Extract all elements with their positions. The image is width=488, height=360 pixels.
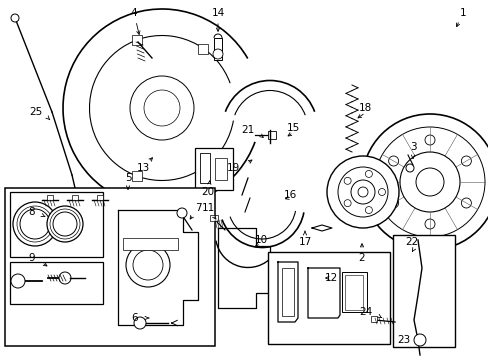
Bar [341, 272, 366, 312]
Bar [200, 153, 209, 183]
Text: 16: 16 [283, 190, 296, 200]
Text: 20: 20 [201, 187, 214, 197]
Text: 2: 2 [358, 253, 365, 263]
Bar [5, 188, 215, 346]
Circle shape [177, 208, 186, 218]
Circle shape [378, 189, 385, 195]
Bar [72, 195, 78, 200]
Bar [198, 162, 208, 172]
Bar [195, 148, 232, 190]
Text: 12: 12 [324, 273, 337, 283]
Circle shape [399, 152, 459, 212]
Circle shape [415, 168, 443, 196]
Text: 7: 7 [194, 203, 201, 213]
Text: 9: 9 [28, 253, 35, 263]
Circle shape [56, 306, 64, 314]
Text: 24: 24 [358, 307, 371, 317]
Circle shape [143, 90, 180, 126]
Text: 6: 6 [131, 313, 138, 323]
Bar [97, 195, 103, 200]
Circle shape [361, 114, 488, 250]
Text: 5: 5 [124, 173, 131, 183]
Bar [132, 171, 142, 181]
Text: 11: 11 [201, 203, 214, 213]
Bar [198, 44, 208, 54]
Circle shape [326, 156, 398, 228]
Text: 15: 15 [286, 123, 299, 133]
Bar [123, 238, 178, 250]
Circle shape [20, 209, 50, 239]
Bar [10, 262, 103, 304]
Text: 3: 3 [409, 142, 415, 152]
Bar [267, 252, 389, 344]
Circle shape [11, 14, 19, 22]
Circle shape [365, 207, 371, 213]
Text: 13: 13 [136, 163, 149, 173]
Bar [267, 131, 275, 139]
Text: 1: 1 [459, 8, 466, 18]
Circle shape [344, 177, 350, 184]
Circle shape [134, 317, 146, 329]
Bar [215, 158, 226, 180]
Text: 10: 10 [254, 235, 267, 245]
Circle shape [337, 167, 387, 217]
Bar [10, 192, 103, 257]
Circle shape [53, 212, 77, 236]
Text: 17: 17 [298, 237, 311, 247]
Text: 14: 14 [211, 8, 224, 18]
Bar [132, 35, 142, 45]
Circle shape [413, 334, 425, 346]
Bar [392, 235, 454, 347]
Circle shape [11, 274, 25, 288]
Bar [370, 316, 376, 322]
Circle shape [13, 202, 57, 246]
Bar [345, 275, 362, 310]
Bar [282, 268, 293, 316]
Bar [209, 215, 218, 221]
Circle shape [344, 200, 350, 207]
Circle shape [213, 49, 223, 59]
Text: 25: 25 [29, 107, 42, 117]
Text: 19: 19 [226, 163, 240, 173]
Text: 4: 4 [130, 8, 137, 18]
Text: 23: 23 [396, 335, 409, 345]
Circle shape [59, 272, 71, 284]
Circle shape [133, 250, 163, 280]
Bar [214, 38, 222, 60]
Circle shape [350, 180, 374, 204]
Text: 22: 22 [404, 237, 417, 247]
Circle shape [126, 243, 170, 287]
Text: 8: 8 [28, 207, 35, 217]
Text: 21: 21 [240, 125, 253, 135]
Circle shape [365, 170, 371, 177]
Circle shape [47, 206, 83, 242]
Circle shape [130, 76, 194, 140]
Circle shape [357, 187, 367, 197]
Bar [47, 195, 53, 200]
Text: 18: 18 [358, 103, 371, 113]
